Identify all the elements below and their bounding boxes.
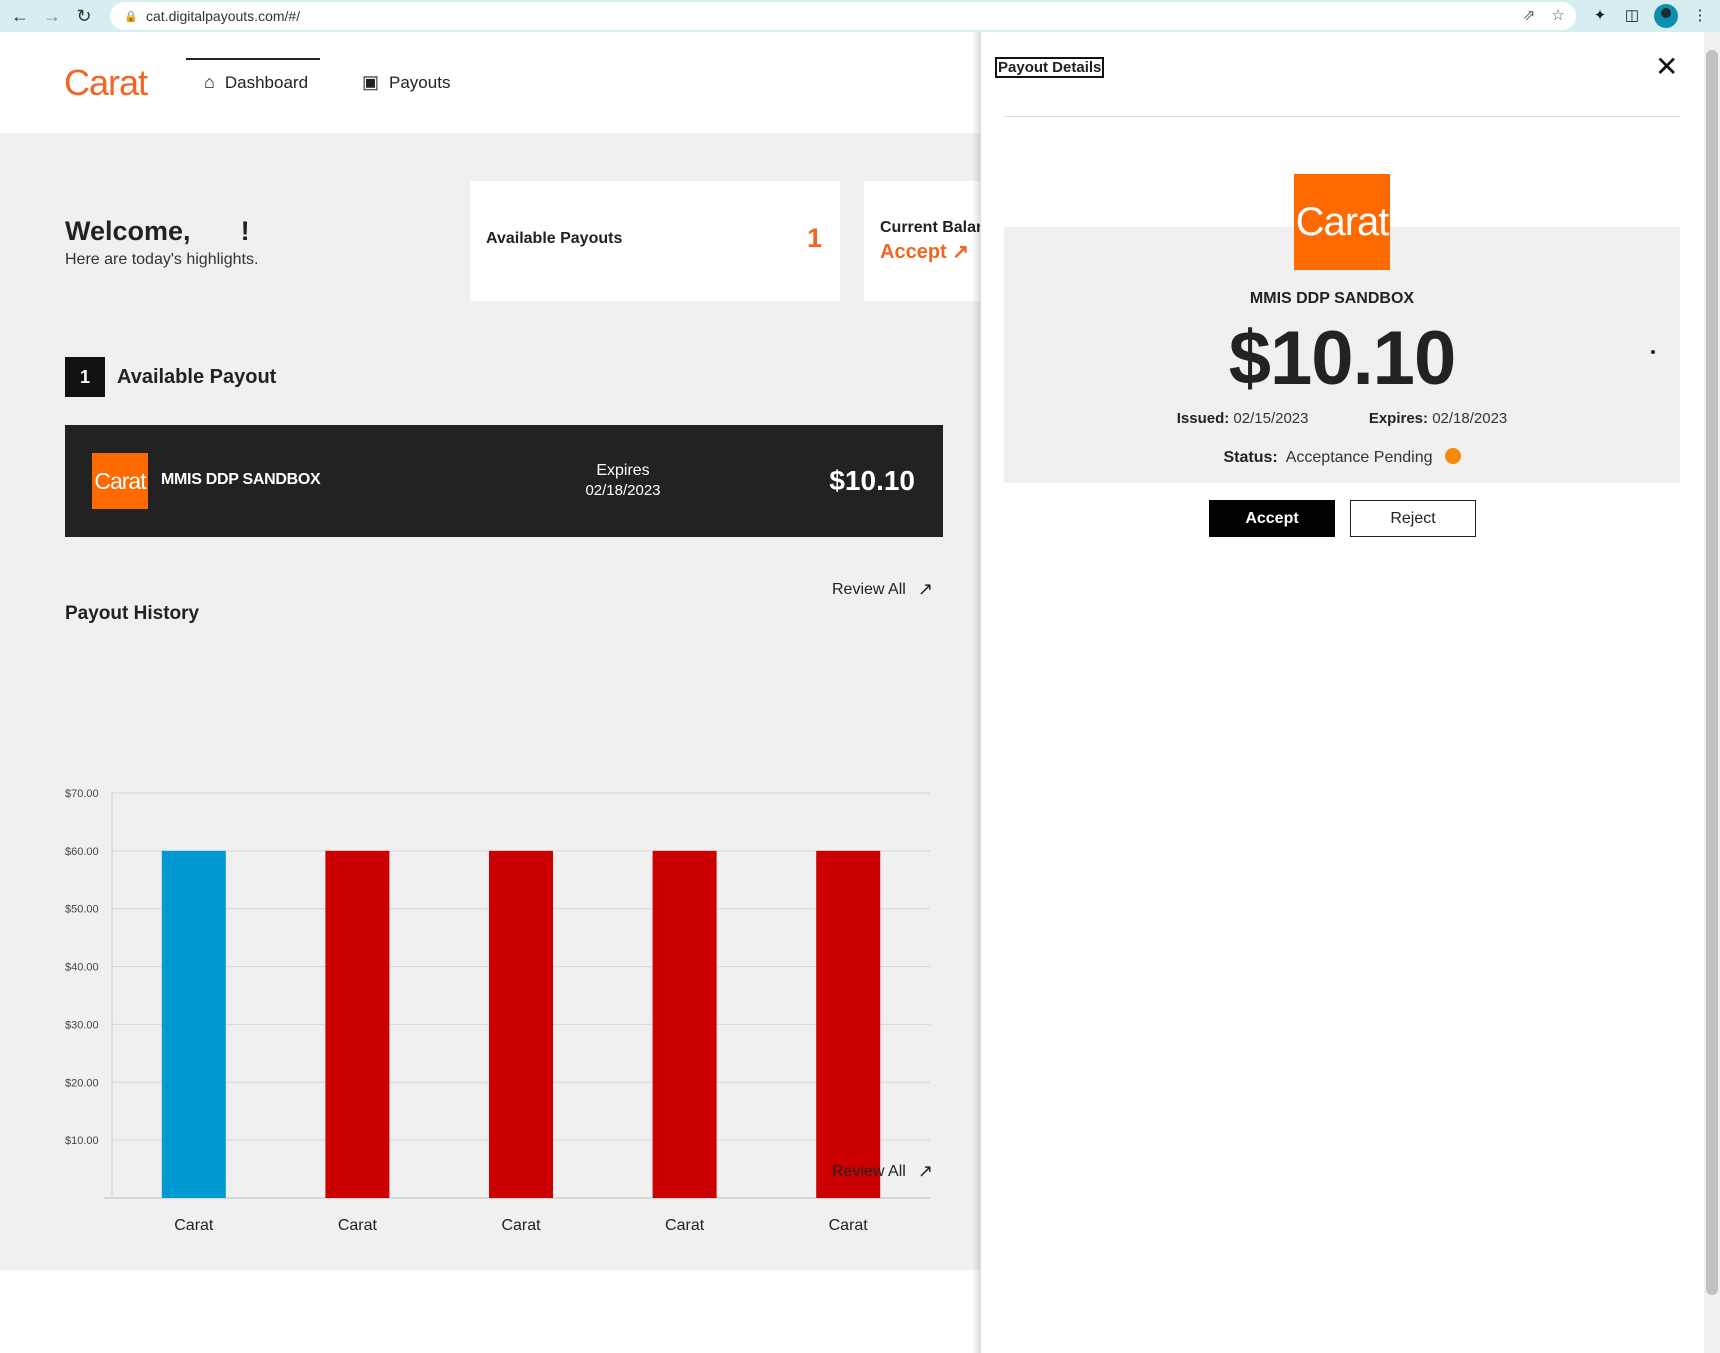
- browser-toolbar: ← → ↻ 🔒 cat.digitalpayouts.com/#/ ⇗ ☆ ✦ …: [0, 0, 1720, 32]
- url-text: cat.digitalpayouts.com/#/: [146, 8, 301, 24]
- available-payout-title: Available Payout: [117, 366, 277, 388]
- y-tick-label: $20.00: [65, 1077, 99, 1089]
- kebab-menu-icon[interactable]: ⋮: [1692, 7, 1708, 24]
- tab-dashboard[interactable]: ⌂ Dashboard: [185, 58, 321, 93]
- issued-date: 02/15/2023: [1233, 410, 1309, 427]
- payout-expires-label: Expires: [596, 462, 650, 479]
- extensions-icon[interactable]: ✦: [1593, 7, 1607, 24]
- payout-history-title: Payout History: [65, 603, 200, 624]
- welcome-text: Welcome,: [65, 216, 191, 246]
- close-icon[interactable]: ✕: [1655, 51, 1679, 82]
- arrow-up-right-icon: ↗: [917, 579, 933, 599]
- welcome-subtitle: Here are today's highlights.: [65, 251, 259, 268]
- panel-divider: [1004, 116, 1680, 117]
- share-icon[interactable]: ⇗: [1522, 7, 1536, 24]
- review-all-label: Review All: [832, 580, 906, 598]
- welcome-heading: Welcome,!: [65, 216, 250, 247]
- x-tick-label: Carat: [174, 1217, 214, 1234]
- merchant-logo: Carat: [92, 453, 148, 509]
- back-icon[interactable]: ←: [11, 5, 29, 26]
- current-balance-card: Current Balar Accept ↗: [864, 181, 980, 301]
- review-all-label: Review All: [832, 1162, 906, 1180]
- x-tick-label: Carat: [338, 1217, 378, 1234]
- scrollbar-thumb[interactable]: [1706, 50, 1718, 1295]
- address-bar[interactable]: 🔒 cat.digitalpayouts.com/#/ ⇗ ☆: [110, 2, 1576, 30]
- accept-button[interactable]: Accept: [1209, 500, 1335, 537]
- bar: [161, 850, 226, 1198]
- bar: [489, 850, 553, 1198]
- dashboard-main: Welcome,! Here are today's highlights. A…: [0, 133, 980, 1270]
- status-label: Status:: [1223, 449, 1278, 466]
- expires-label: Expires:: [1368, 410, 1429, 427]
- decorative-dot: [1651, 350, 1655, 354]
- panel-title: Payout Details: [995, 57, 1105, 78]
- y-tick-label: $70.00: [65, 788, 99, 800]
- x-tick-label: Carat: [501, 1217, 541, 1234]
- lock-icon: 🔒: [124, 11, 138, 23]
- payout-merchant: MMIS DDP SANDBOX: [161, 471, 321, 488]
- tab-payouts[interactable]: ▣ Payouts: [362, 72, 450, 93]
- app-header: Carat ⌂ Dashboard ▣ Payouts: [0, 32, 980, 133]
- expires-date: 02/18/2023: [1432, 410, 1508, 427]
- home-icon: ⌂: [204, 72, 215, 92]
- current-balance-label: Current Balar: [880, 219, 980, 236]
- available-payouts-count: 1: [806, 223, 822, 253]
- reload-icon[interactable]: ↻: [76, 5, 92, 26]
- payout-amount: $10.10: [829, 465, 915, 496]
- available-payouts-label: Available Payouts: [486, 230, 623, 247]
- panel-dates: Issued: 02/15/2023 Expires: 02/18/2023: [1004, 410, 1680, 427]
- y-tick-label: $10.00: [65, 1135, 99, 1147]
- bar: [325, 850, 390, 1198]
- y-tick-label: $40.00: [65, 962, 99, 974]
- balance-accept-link[interactable]: Accept ↗: [880, 241, 970, 263]
- forward-icon[interactable]: →: [43, 5, 61, 26]
- payout-history-chart: $10.00 $20.00 $30.00 $40.00 $50.00 $60.00 $70.…: [65, 788, 930, 1234]
- profile-avatar[interactable]: [1654, 4, 1678, 28]
- arrow-up-right-icon: ↗: [917, 1161, 933, 1181]
- available-count-badge: 1: [65, 357, 105, 397]
- review-all-link-bottom[interactable]: Review All ↗: [832, 1161, 933, 1182]
- available-payouts-card[interactable]: Available Payouts 1: [470, 181, 840, 301]
- bar: [816, 850, 881, 1198]
- tab-dashboard-label: Dashboard: [224, 72, 309, 92]
- page-footer-space: [0, 1270, 980, 1353]
- welcome-bang: !: [240, 216, 250, 246]
- status-value: Acceptance Pending: [1285, 449, 1433, 466]
- panel-shadow: [972, 32, 980, 1353]
- bookmark-star-icon[interactable]: ☆: [1551, 7, 1565, 24]
- status-dot-icon: [1444, 448, 1461, 464]
- review-all-link-top[interactable]: Review All ↗: [832, 579, 933, 600]
- x-tick-label: Carat: [665, 1217, 705, 1234]
- reject-button[interactable]: Reject: [1350, 500, 1476, 537]
- brand-logo[interactable]: Carat: [64, 62, 148, 103]
- y-tick-label: $60.00: [65, 846, 99, 858]
- panel-merchant: MMIS DDP SANDBOX: [1249, 290, 1415, 307]
- x-tick-label: Carat: [829, 1217, 869, 1234]
- bar: [652, 850, 717, 1198]
- payout-details-panel: Payout Details ✕ Carat MMIS DDP SANDBOX …: [980, 32, 1704, 1353]
- money-icon: ▣: [362, 72, 380, 92]
- issued-label: Issued:: [1176, 410, 1230, 427]
- tab-payouts-label: Payouts: [389, 72, 451, 92]
- y-tick-label: $50.00: [65, 904, 99, 916]
- panel-amount: $10.10: [1228, 316, 1456, 401]
- payout-row[interactable]: Carat MMIS DDP SANDBOX Expires 02/18/202…: [65, 425, 943, 537]
- y-tick-label: $30.00: [65, 1019, 99, 1031]
- side-panel-icon[interactable]: ◫: [1624, 7, 1640, 24]
- payout-expires-date: 02/18/2023: [585, 482, 661, 499]
- panel-merchant-logo: Carat: [1294, 174, 1390, 270]
- panel-status: Status: Acceptance Pending: [1004, 448, 1680, 467]
